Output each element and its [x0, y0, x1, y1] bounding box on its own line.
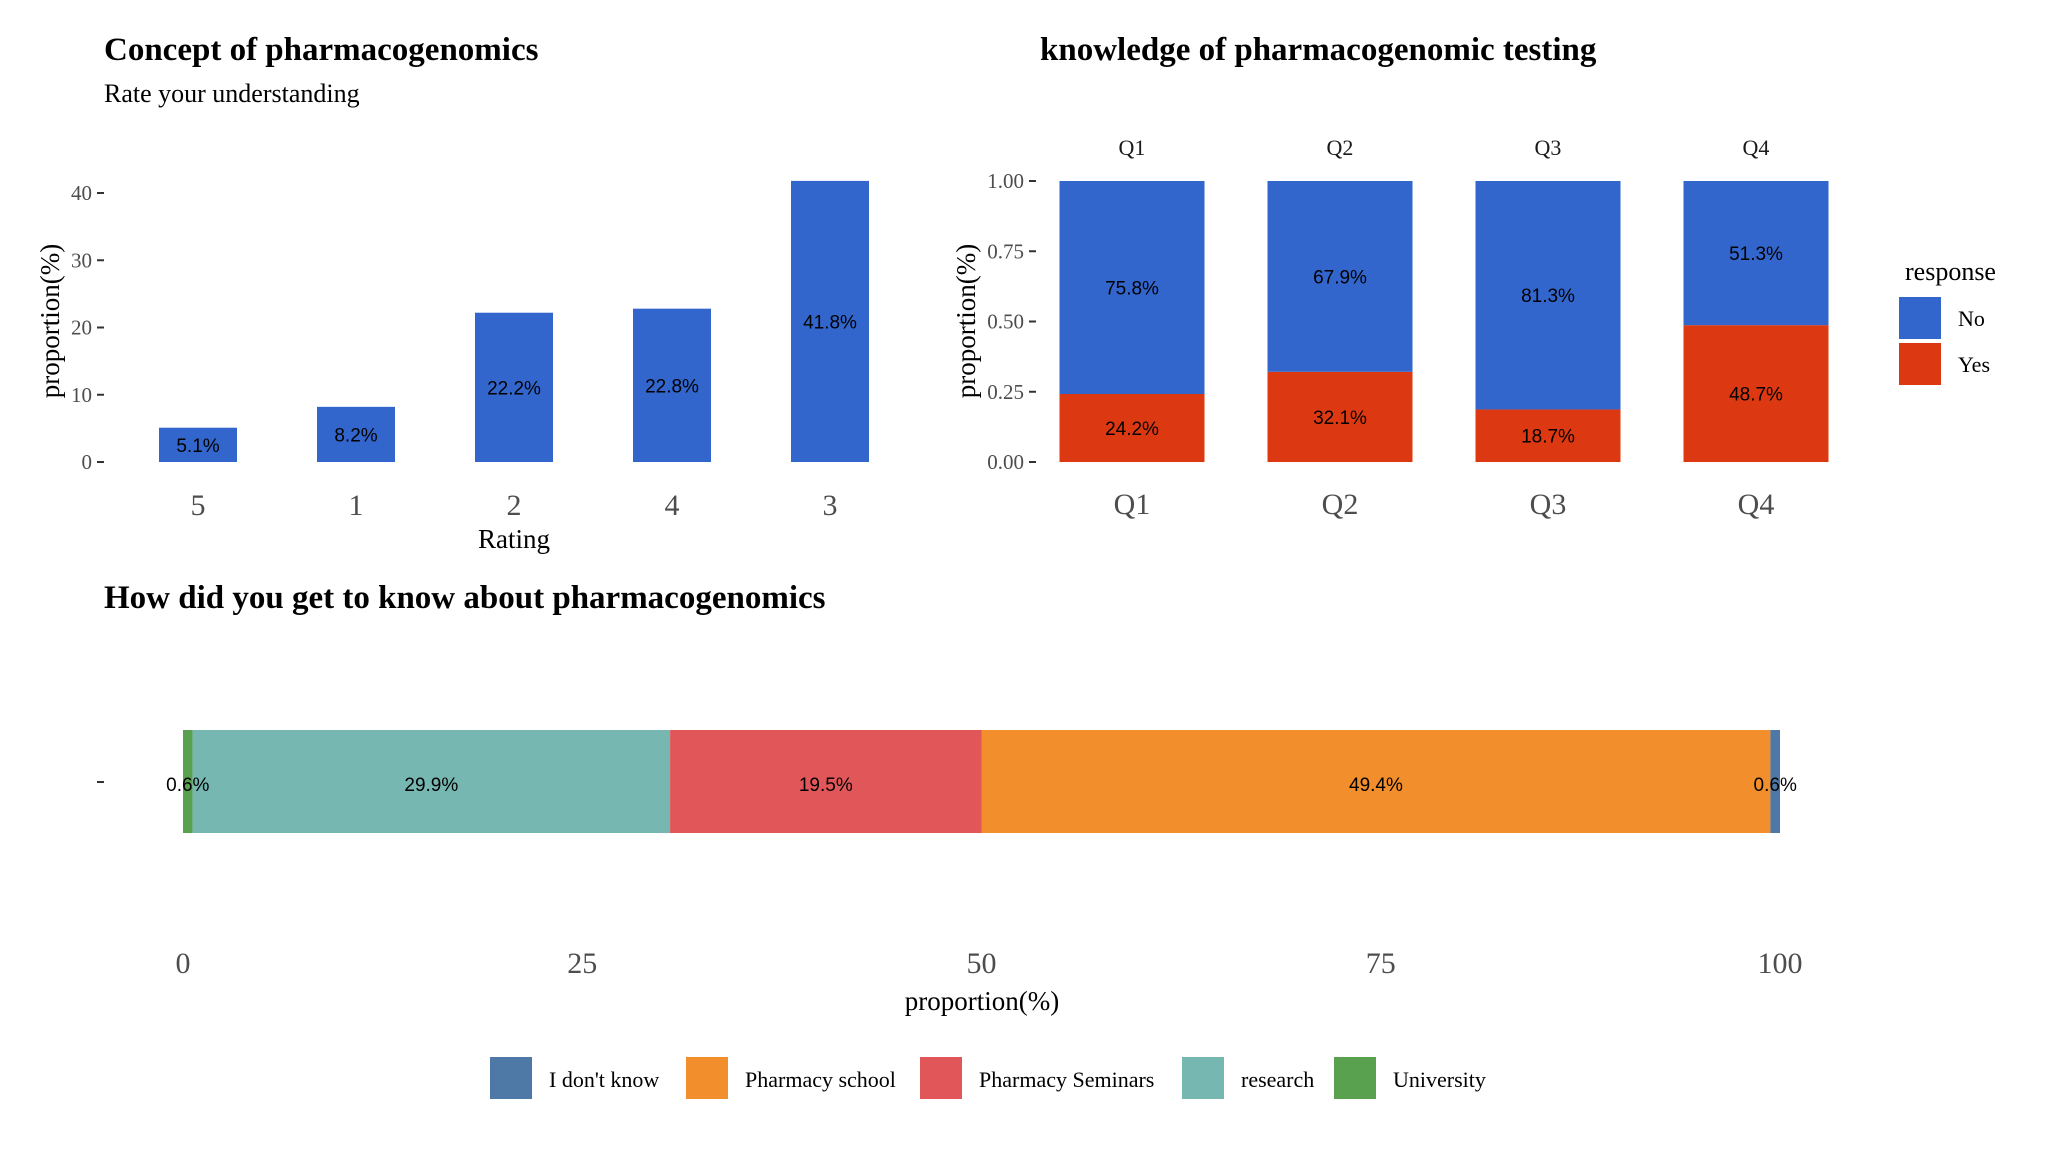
x-tick-label: 2	[507, 489, 522, 522]
y-tick-label: 0	[82, 450, 93, 474]
y-tick-label: 10	[71, 383, 92, 407]
chart1-plot: 0 10 20 30 40 5.1% 5 8.2% 1 22.2% 2 22.8% 4 41.8% 3	[71, 180, 869, 522]
legend-label: research	[1241, 1067, 1314, 1092]
y-tick-label: 40	[71, 181, 92, 205]
chart1-subtitle: Rate your understanding	[104, 79, 360, 108]
chart2-plot: 0.00 0.25 0.50 0.75 1.00 24.2% 75.8% Q1 Q1 32.1% 6…	[987, 135, 1829, 521]
segment-value-label: 0.6%	[1754, 775, 1797, 796]
segment-value-label: 0.6%	[166, 775, 209, 796]
facet-strip-label: Q2	[1327, 135, 1354, 160]
x-tick-label: 3	[823, 489, 838, 522]
legend-swatch	[686, 1057, 728, 1099]
bar-value-label: 18.7%	[1521, 427, 1575, 448]
bar-value-label: 5.1%	[176, 436, 219, 457]
legend-swatch-yes	[1899, 343, 1941, 385]
segment-value-label: 49.4%	[1349, 775, 1403, 796]
bar-3	[791, 180, 869, 462]
chart3-plot: 0.6% 29.9% 19.5% 49.4% 0.6% 0 25 50 75 100	[97, 730, 1803, 980]
bar-value-label: 32.1%	[1313, 408, 1367, 429]
chart1-x-axis-title: Rating	[478, 524, 550, 554]
legend-label: No	[1958, 306, 1985, 331]
bar-value-label: 75.8%	[1105, 278, 1159, 299]
x-tick-label: Q3	[1530, 488, 1567, 521]
y-tick-label: 0.00	[987, 450, 1024, 474]
chart2-legend-title: response	[1905, 257, 1996, 286]
bar-value-label: 67.9%	[1313, 267, 1367, 288]
chart2-title: knowledge of pharmacogenomic testing	[1040, 32, 1597, 68]
segment-research	[192, 730, 671, 833]
y-tick-label: 30	[71, 248, 92, 272]
bar-value-label: 51.3%	[1729, 244, 1783, 265]
bar-Q4-no	[1683, 181, 1829, 326]
bar-5	[159, 427, 237, 462]
chart3-title: How did you get to know about pharmacoge…	[104, 580, 826, 616]
y-tick-label: 20	[71, 316, 92, 340]
x-tick-label: 4	[665, 489, 680, 522]
legend-label: Pharmacy Seminars	[979, 1067, 1154, 1092]
y-tick-label: 0.25	[987, 380, 1024, 404]
chart2-legend: No Yes	[1899, 297, 1990, 385]
y-tick-label: 1.00	[987, 169, 1024, 193]
bar-Q4-yes	[1683, 325, 1829, 462]
x-tick-label: 50	[967, 947, 997, 980]
bar-value-label: 48.7%	[1729, 385, 1783, 406]
x-tick-label: 1	[349, 489, 364, 522]
x-tick-label: Q1	[1114, 488, 1151, 521]
bar-Q3-no	[1475, 181, 1621, 410]
legend-label: Yes	[1958, 352, 1990, 377]
bar-2	[475, 312, 553, 462]
chart3-legend: I don't know Pharmacy school Pharmacy Semi…	[490, 1057, 1486, 1099]
bar-Q1-yes	[1059, 393, 1205, 462]
segment-value-label: 29.9%	[404, 775, 458, 796]
bar-value-label: 22.2%	[487, 378, 541, 399]
legend-label: University	[1393, 1067, 1486, 1092]
bar-Q2-no	[1267, 181, 1413, 372]
y-tick-label: 0.50	[987, 310, 1024, 334]
bar-1	[317, 406, 395, 462]
bar-Q2-yes	[1267, 371, 1413, 462]
segment-i-don-t-know	[1770, 730, 1780, 833]
bar-value-label: 22.8%	[645, 376, 699, 397]
chart3-x-axis-title: proportion(%)	[905, 986, 1059, 1016]
chart1-title: Concept of pharmacogenomics	[104, 32, 539, 68]
facet-strip-label: Q3	[1535, 135, 1562, 160]
legend-swatch	[1182, 1057, 1224, 1099]
y-tick-label: 0.75	[987, 239, 1024, 263]
segment-value-label: 19.5%	[799, 775, 853, 796]
chart1-y-axis-title: proportion(%)	[35, 244, 65, 398]
bar-value-label: 81.3%	[1521, 286, 1575, 307]
facet-strip-label: Q4	[1743, 135, 1770, 160]
bar-4	[633, 308, 711, 462]
bar-Q3-yes	[1475, 409, 1621, 462]
x-tick-label: 75	[1366, 947, 1396, 980]
legend-swatch	[1334, 1057, 1376, 1099]
x-tick-label: Q2	[1322, 488, 1359, 521]
bar-value-label: 8.2%	[334, 425, 377, 446]
legend-label: Pharmacy school	[745, 1067, 896, 1092]
segment-pharmacy-school	[981, 730, 1771, 833]
segment-university	[183, 730, 193, 833]
x-tick-label: 100	[1758, 947, 1803, 980]
bar-Q1-no	[1059, 181, 1205, 394]
chart2-y-axis-title: proportion(%)	[951, 244, 981, 398]
legend-label: I don't know	[549, 1067, 659, 1092]
x-tick-label: 5	[191, 489, 206, 522]
legend-swatch	[920, 1057, 962, 1099]
legend-swatch-no	[1899, 297, 1941, 339]
segment-pharmacy-seminars	[670, 730, 982, 833]
bar-value-label: 24.2%	[1105, 419, 1159, 440]
x-tick-label: Q4	[1738, 488, 1775, 521]
legend-swatch	[490, 1057, 532, 1099]
x-tick-label: 25	[567, 947, 597, 980]
x-tick-label: 0	[176, 947, 191, 980]
bar-value-label: 41.8%	[803, 312, 857, 333]
facet-strip-label: Q1	[1119, 135, 1146, 160]
